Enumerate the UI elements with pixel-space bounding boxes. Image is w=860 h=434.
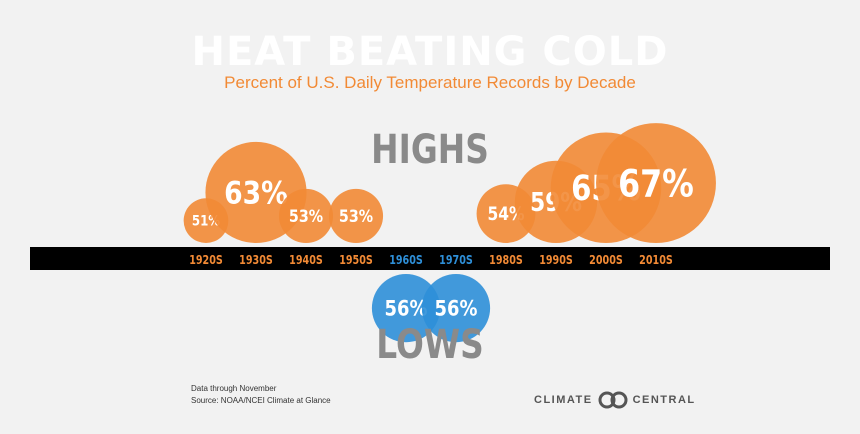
- decade-label: 1990S: [539, 253, 573, 267]
- high-bubble: [328, 188, 384, 243]
- chart-subtitle: Percent of U.S. Daily Temperature Record…: [224, 73, 636, 92]
- decade-label: 1930S: [239, 253, 273, 267]
- highs-label: HIGHS: [371, 127, 489, 173]
- low-bubble: [371, 274, 441, 343]
- high-value-label: 67%: [618, 163, 694, 206]
- logo-left-text: CLIMATE: [534, 394, 593, 406]
- lows-bubbles: 56% 56%: [371, 274, 491, 343]
- footnote-source: Source: NOAA/NCEI Climate at Glance: [191, 396, 331, 405]
- decade-label: 1960S: [389, 253, 423, 267]
- footnote-data-through: Data through November: [191, 384, 277, 393]
- decade-label: 1920S: [189, 253, 223, 267]
- climate-central-logo: CLIMATE CENTRAL: [534, 391, 696, 409]
- decade-labels: 1920S 1930S 1940S 1950S 1960S 1970S 1980S 1990S…: [189, 253, 673, 267]
- high-bubble: [596, 123, 716, 243]
- high-value-label: 53%: [339, 207, 374, 226]
- high-value-label: 63%: [224, 175, 288, 212]
- low-bubble: [421, 274, 491, 343]
- decade-label: 1970S: [439, 253, 473, 267]
- high-bubble: [278, 188, 334, 243]
- lows-label: LOWS: [376, 322, 484, 368]
- decade-label: 2010S: [639, 253, 673, 267]
- decade-label: 1950S: [339, 253, 373, 267]
- decade-label: 1980S: [489, 253, 523, 267]
- decade-label: 2000S: [589, 253, 623, 267]
- high-value-label: 54%: [487, 203, 524, 225]
- logo-icon: [598, 391, 628, 409]
- chart-title: HEAT BEATING COLD: [191, 29, 669, 75]
- decade-band: [30, 247, 830, 270]
- logo-right-text: CENTRAL: [632, 394, 696, 406]
- high-value-label: 53%: [289, 207, 324, 226]
- decade-label: 1940S: [289, 253, 323, 267]
- footnote: Data through November Source: NOAA/NCEI …: [191, 383, 331, 407]
- highs-bubbles: 51%63%53%53%54%59%65%67%: [183, 123, 716, 244]
- low-value-label: 56%: [435, 296, 478, 321]
- low-value-label: 56%: [385, 296, 428, 321]
